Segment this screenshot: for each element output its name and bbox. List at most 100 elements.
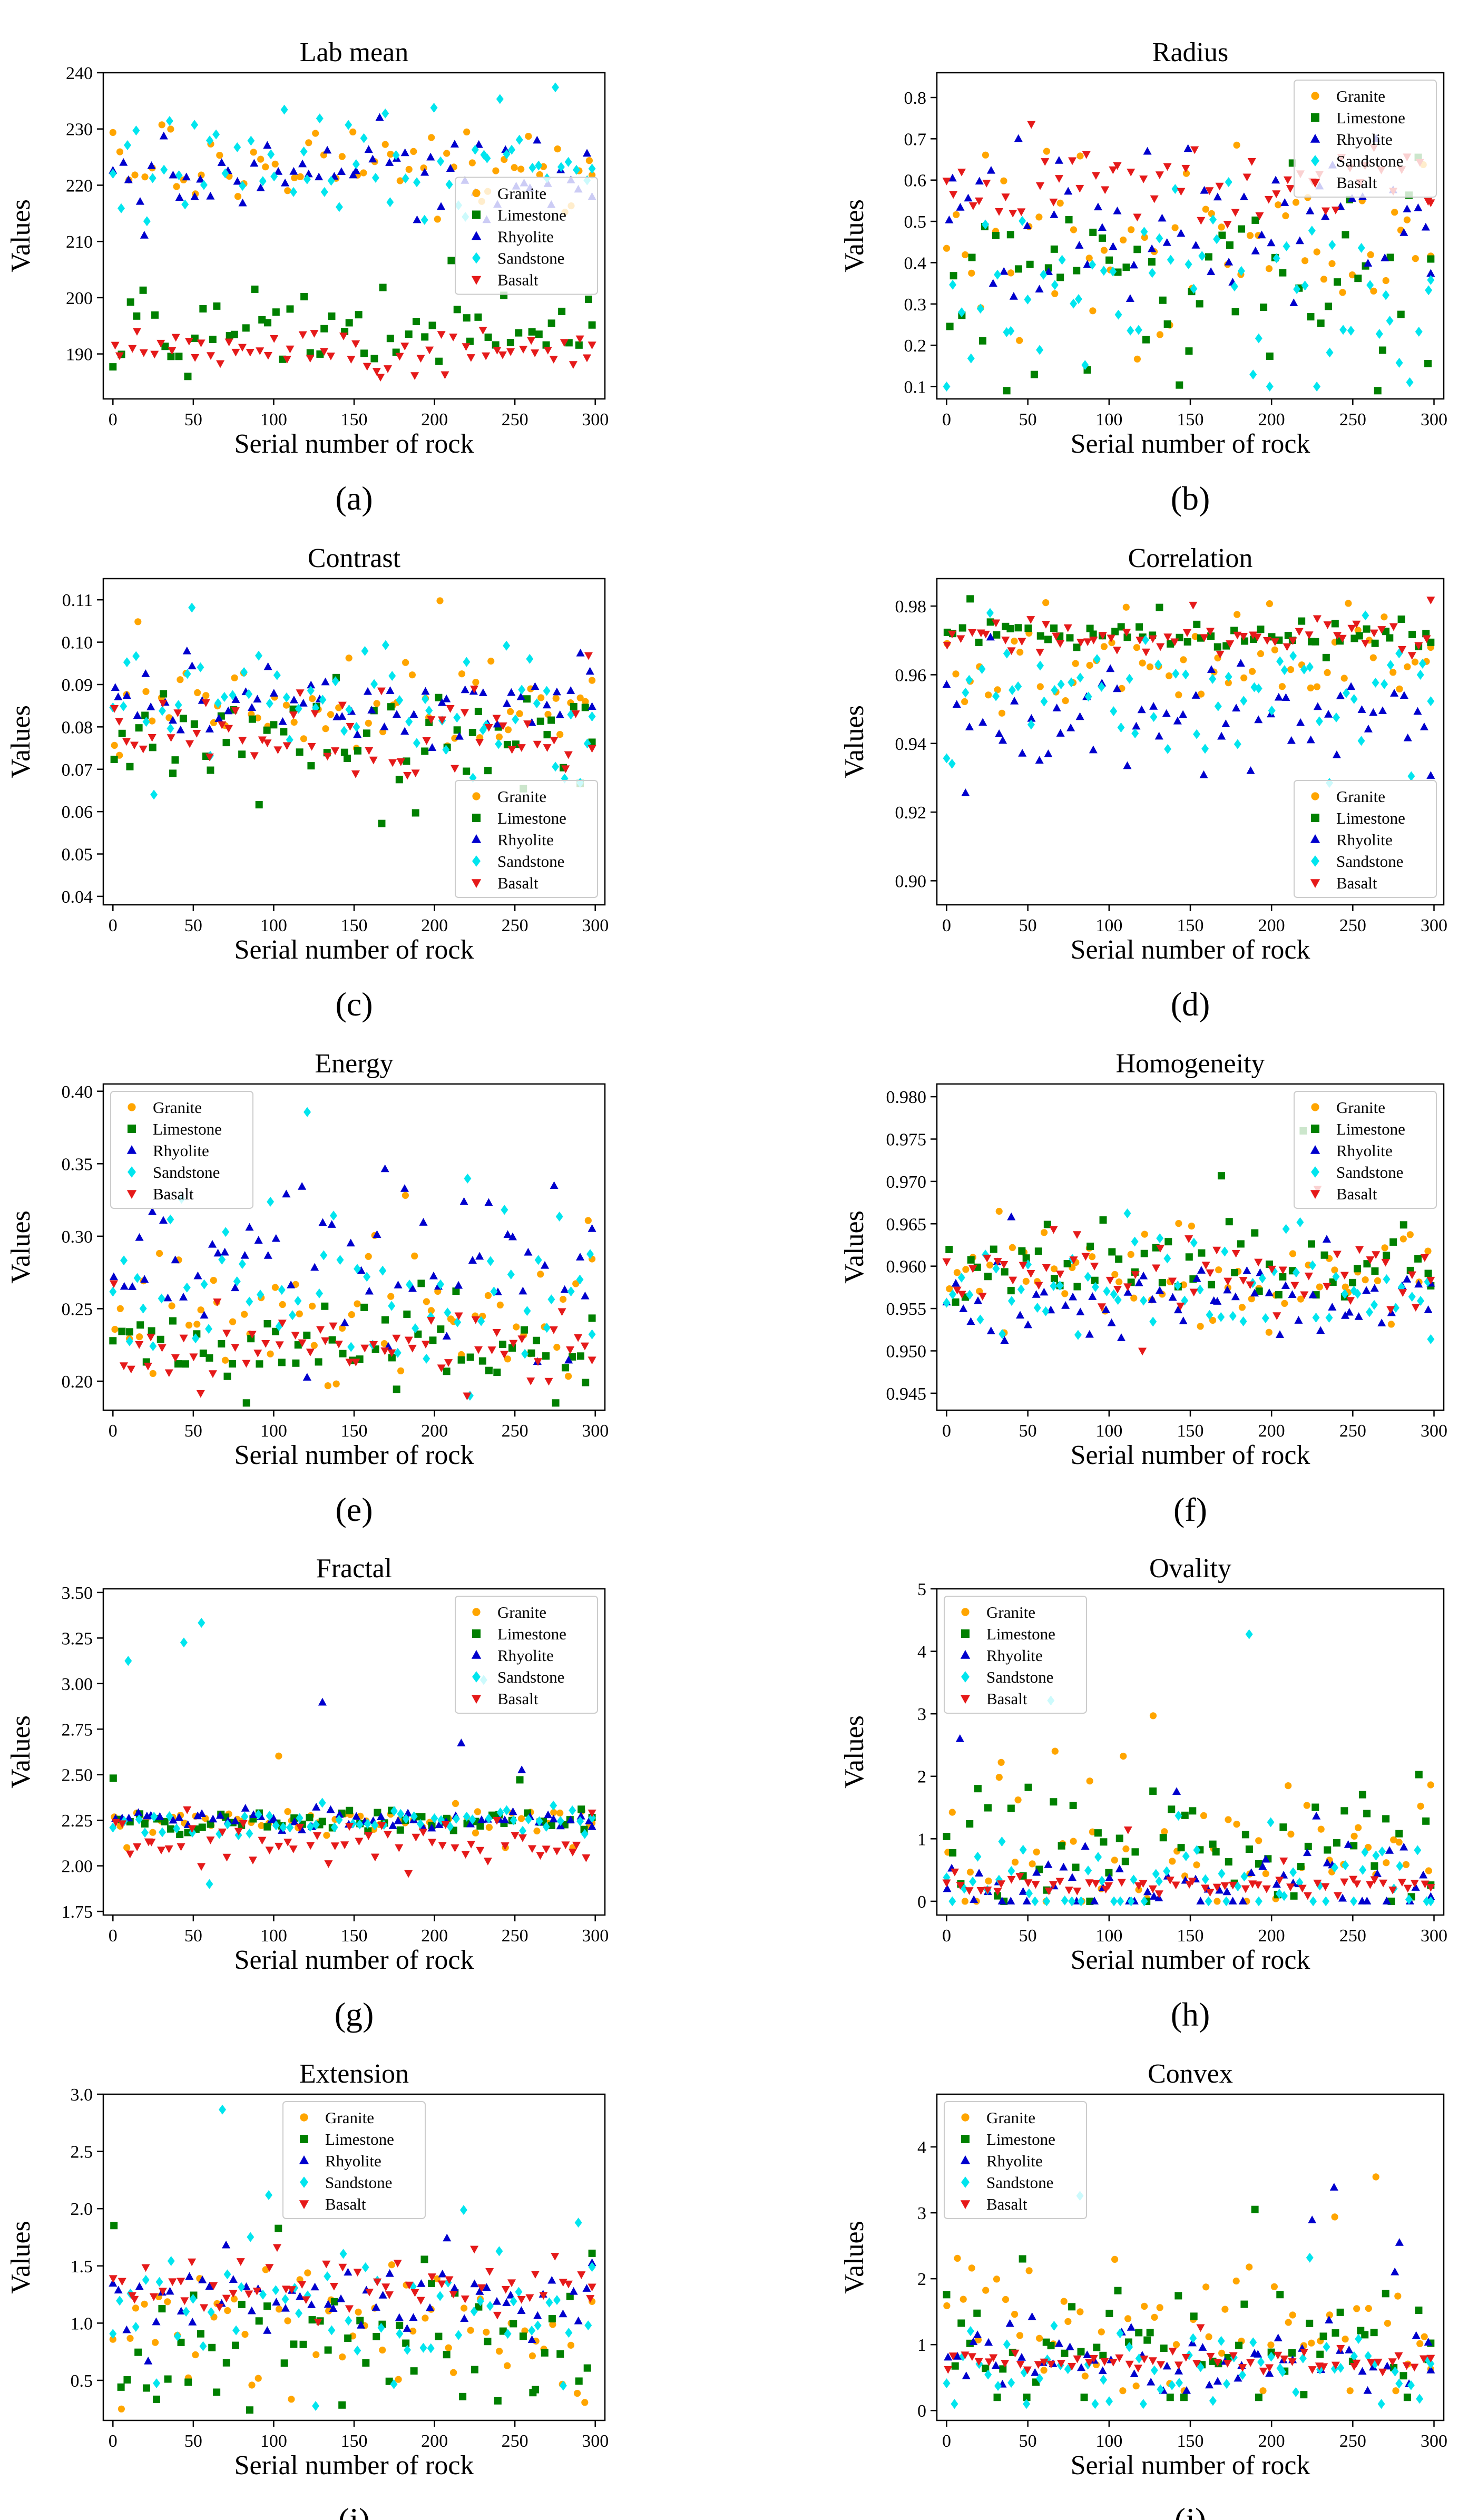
chart-b-point-granite-8 — [1007, 269, 1015, 277]
chart-j-point-sandstone-25 — [1150, 2365, 1158, 2376]
chart-a-point-granite-1 — [116, 148, 124, 155]
chart-h-point-limestone-48 — [1340, 1807, 1348, 1815]
chart-j-point-granite-39 — [1267, 2341, 1275, 2349]
chart-j-point-rhyolite-44 — [1308, 2215, 1317, 2224]
chart-g-point-basalt-49 — [511, 1832, 520, 1840]
chart-h-xtick-label-5: 250 — [1339, 1926, 1366, 1946]
chart-i-xtick-label-2: 100 — [260, 2431, 287, 2451]
chart-e-point-granite-25 — [310, 1342, 318, 1349]
chart-h-point-sandstone-2 — [961, 1883, 968, 1894]
chart-e-point-granite-48 — [504, 1355, 512, 1363]
chart-e-point-sandstone-19 — [267, 1197, 275, 1207]
chart-e-point-granite-20 — [271, 1284, 279, 1291]
chart-h-point-granite-58 — [1425, 1867, 1432, 1874]
chart-c-point-sandstone-17 — [245, 689, 253, 699]
chart-i-point-limestone-40 — [435, 2332, 443, 2340]
chart-f-xtick-label-0: 0 — [942, 1421, 951, 1441]
chart-h-point-limestone-38 — [1255, 1860, 1262, 1868]
chart-h-legend-marker-basalt — [960, 1695, 971, 1704]
chart-g-point-rhyolite-20 — [269, 1813, 278, 1822]
chart-e-point-basalt-50 — [517, 1335, 526, 1343]
chart-f-point-rhyolite-17 — [1085, 1330, 1094, 1338]
chart-j-point-limestone-18 — [1093, 2343, 1101, 2351]
chart-e-point-rhyolite-29 — [346, 1238, 355, 1247]
chart-h-point-rhyolite-52 — [1373, 1869, 1382, 1877]
chart-j-point-granite-9 — [1016, 2332, 1024, 2339]
chart-a-point-basalt-48 — [498, 351, 507, 359]
chart-j-point-rhyolite-40 — [1274, 2333, 1283, 2342]
chart-a-point-limestone-49 — [506, 339, 514, 347]
chart-h-point-limestone-58 — [1422, 1817, 1430, 1825]
chart-a-ytick-label-1: 200 — [66, 289, 93, 308]
chart-h-point-basalt-31 — [1201, 1884, 1210, 1893]
chart-c-point-sandstone-15 — [229, 690, 237, 700]
chart-j-point-basalt-50 — [1352, 2359, 1361, 2368]
chart-i-point-limestone-0 — [110, 2222, 118, 2230]
chart-b-point-basalt-38 — [1255, 212, 1264, 220]
chart-j-point-basalt-7 — [1001, 2360, 1010, 2368]
chart-b-point-limestone-9 — [1014, 265, 1022, 273]
chart-g-point-basalt-27 — [330, 1842, 339, 1850]
chart-b-xtick-label-3: 150 — [1177, 410, 1204, 429]
chart-b-point-granite-11 — [1035, 213, 1043, 221]
chart-f-point-basalt-44 — [1304, 1272, 1313, 1281]
chart-i-xtick-label-3: 150 — [341, 2431, 368, 2451]
chart-a-point-limestone-0 — [109, 363, 117, 371]
chart-d-point-rhyolite-18 — [1089, 745, 1098, 754]
chart-h-point-basalt-38 — [1254, 1881, 1262, 1889]
chart-f-point-limestone-38 — [1255, 1287, 1263, 1295]
chart-e-point-basalt-51 — [526, 1378, 535, 1385]
chart-c-point-limestone-45 — [474, 708, 482, 716]
chart-a-point-sandstone-44 — [471, 144, 479, 155]
chart-c-point-basalt-51 — [523, 720, 532, 728]
chart-e-point-sandstone-0 — [109, 1286, 117, 1297]
chart-d-point-sandstone-24 — [1141, 635, 1149, 645]
chart-e-point-limestone-57 — [576, 1352, 584, 1360]
chart-b-point-sandstone-34 — [1225, 177, 1232, 188]
chart-c-point-rhyolite-30 — [353, 730, 362, 738]
chart-e-point-sandstone-46 — [486, 1256, 494, 1266]
chart-d-point-rhyolite-5 — [986, 632, 995, 641]
chart-c-point-sandstone-14 — [220, 692, 228, 702]
chart-i-point-rhyolite-44 — [470, 2279, 479, 2288]
chart-j-point-granite-33 — [1218, 2349, 1226, 2357]
chart-i-point-basalt-11 — [200, 2304, 209, 2312]
chart-j-point-basalt-24 — [1140, 2355, 1149, 2363]
chart-g-point-limestone-11 — [198, 1823, 206, 1831]
chart-j-point-basalt-41 — [1280, 2355, 1289, 2363]
chart-d-point-rhyolite-48 — [1336, 691, 1345, 699]
chart-i-xlabel: Serial number of rock — [234, 2450, 474, 2480]
chart-j-point-limestone-43 — [1300, 2391, 1308, 2399]
chart-b-point-granite-17 — [1085, 255, 1093, 262]
chart-f-point-granite-5 — [986, 1262, 994, 1269]
chart-a-legend-marker-sandstone — [472, 252, 481, 264]
chart-a-point-basalt-36 — [400, 343, 409, 351]
chart-f-point-granite-13 — [1050, 1265, 1058, 1273]
chart-g-point-granite-55 — [556, 1809, 564, 1816]
chart-d-point-rhyolite-43 — [1296, 718, 1305, 726]
chart-h-point-sandstone-38 — [1255, 1896, 1262, 1907]
chart-h-point-rhyolite-15 — [1068, 1873, 1076, 1881]
chart-h-point-rhyolite-7 — [997, 1897, 1006, 1904]
chart-b-point-granite-0 — [943, 245, 951, 252]
chart-h-xtick-label-1: 50 — [1019, 1926, 1037, 1946]
chart-c-point-rhyolite-34 — [386, 686, 395, 694]
chart-e-point-basalt-47 — [492, 1329, 501, 1337]
chart-d-point-limestone-55 — [1397, 616, 1405, 623]
chart-g-point-rhyolite-25 — [312, 1803, 321, 1811]
chart-f-point-limestone-44 — [1307, 1240, 1315, 1248]
chart-b-xtick-label-5: 250 — [1339, 410, 1366, 429]
chart-f-point-rhyolite-51 — [1362, 1286, 1371, 1294]
chart-g-point-sandstone-9 — [180, 1637, 188, 1648]
chart-h-legend-box — [944, 1596, 1087, 1714]
chart-a-point-basalt-18 — [256, 347, 265, 355]
chart-j-point-rhyolite-1 — [953, 2352, 962, 2360]
chart-j-legend-label-sandstone: Sandstone — [986, 2173, 1053, 2192]
chart-j-point-basalt-29 — [1181, 2353, 1190, 2362]
chart-g-point-sandstone-38 — [416, 1819, 424, 1829]
chart-j-point-sandstone-24 — [1139, 2399, 1147, 2409]
chart-f-point-sandstone-31 — [1196, 1284, 1204, 1295]
chart-e-point-basalt-20 — [275, 1341, 284, 1350]
chart-j-point-rhyolite-50 — [1358, 2367, 1367, 2375]
chart-i-point-granite-46 — [483, 2328, 490, 2336]
